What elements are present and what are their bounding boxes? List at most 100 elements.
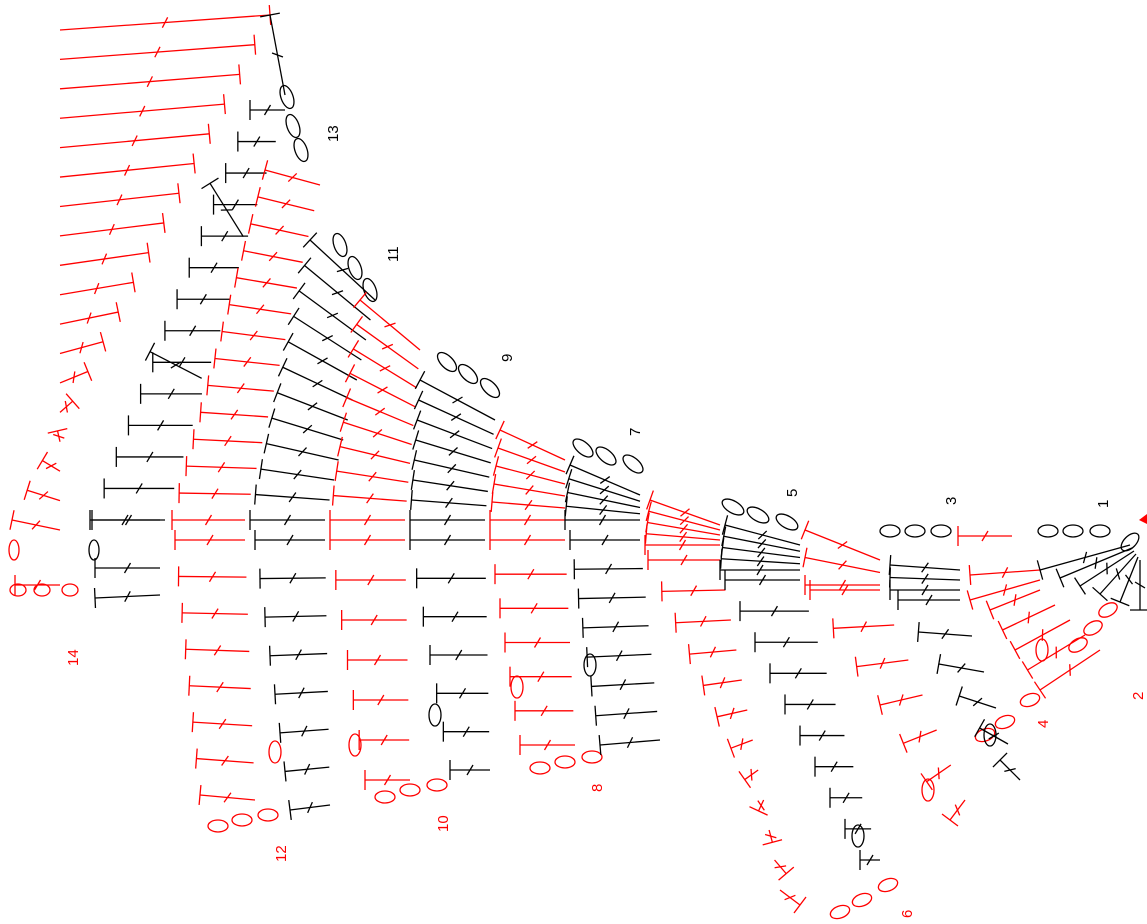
dc-stitch-78: [277, 357, 353, 401]
dc-stitch-28: [237, 131, 276, 152]
dc-stitch-65: [188, 675, 251, 696]
dc-stitch-85: [254, 530, 325, 550]
dc-stitch-104: [331, 485, 407, 506]
dc-stitch-61: [174, 530, 245, 550]
dc-stitch-117: [414, 370, 496, 421]
chain-stitch-94: [347, 255, 363, 281]
row-label-9: 9: [499, 354, 516, 362]
dc-stitch-38: [115, 446, 184, 467]
chain-stitch-166: [583, 653, 597, 677]
chain-stitch-222: [1019, 692, 1041, 708]
dc-stitch-3: [59, 94, 226, 119]
dc-stitch-84: [249, 510, 325, 530]
dc-stitch-179: [701, 675, 742, 696]
dc-stitch-241: [1021, 634, 1086, 679]
dc-stitch-229: [955, 686, 997, 709]
dc-stitch-13: [59, 393, 80, 413]
dc-stitch-248: [1036, 544, 1131, 580]
dc-stitch-130: [442, 721, 490, 742]
dc-stitch-80: [268, 408, 344, 441]
dc-stitch-25: [144, 342, 202, 379]
dc-stitch-81: [263, 433, 339, 461]
dc-stitch-10: [59, 302, 121, 325]
chain-stitch-207: [746, 506, 770, 524]
dc-stitch-102: [337, 436, 411, 464]
dc-stitch-253: [1130, 560, 1147, 611]
dc-stitch-209: [800, 520, 881, 561]
dc-stitch-197: [754, 632, 818, 653]
chain-stitch-150: [529, 761, 551, 775]
dc-stitch-109: [346, 650, 408, 670]
dc-stitch-186: [779, 889, 807, 914]
row-label-7: 7: [627, 428, 644, 436]
chain-stitch-43: [88, 539, 100, 561]
row-label-10: 10: [435, 815, 452, 832]
dc-stitch-35: [152, 352, 212, 373]
dc-stitch-47: [261, 160, 321, 186]
dc-stitch-250: [1074, 550, 1135, 595]
dc-stitch-63: [181, 602, 248, 623]
dc-stitch-177: [674, 612, 731, 633]
chain-stitch-219: [921, 778, 935, 802]
chain-stitch-235: [930, 524, 952, 538]
dc-stitch-120: [412, 430, 491, 464]
dc-stitch-247: [957, 526, 1012, 546]
dc-stitch-14: [47, 428, 68, 442]
chain-stitch-255: [1062, 524, 1084, 538]
dc-stitch-138: [492, 456, 566, 485]
dc-stitch-242: [1033, 649, 1101, 699]
dc-stitch-33: [176, 289, 230, 310]
dc-stitch-198: [769, 663, 827, 684]
dc-stitch-217: [920, 764, 952, 791]
dc-stitch-211: [804, 575, 880, 595]
row-label-2: 2: [1130, 692, 1147, 700]
dc-stitch-40: [91, 510, 165, 530]
chain-stitch-205: [851, 824, 865, 848]
chain-stitch-244: [1068, 637, 1088, 653]
chain-stitch-257: [1120, 532, 1140, 552]
chain-stitch-20: [9, 583, 27, 597]
start-arrow-icon: [1139, 514, 1147, 524]
dc-stitch-90: [278, 722, 329, 743]
chain-stitch-221: [994, 714, 1016, 730]
row-label-1: 1: [1095, 500, 1112, 508]
dc-stitch-110: [352, 690, 409, 710]
dc-stitch-77: [282, 332, 358, 381]
dc-stitch-215: [877, 694, 923, 715]
dc-stitch-91: [283, 761, 330, 782]
chain-stitch-246: [1098, 602, 1118, 618]
dc-stitch-76: [287, 307, 362, 361]
dc-stitch-56: [199, 402, 269, 423]
dc-stitch-185: [774, 859, 795, 881]
dc-stitch-68: [198, 784, 256, 806]
dc-stitch-31: [200, 226, 249, 247]
dc-stitch-249: [1055, 547, 1133, 588]
dc-stitch-60: [171, 510, 245, 530]
dc-stitch-74: [297, 257, 371, 321]
dc-stitch-107: [335, 570, 406, 590]
dc-stitch-0: [59, 4, 272, 31]
dc-stitch-174: [644, 535, 720, 555]
dc-stitch-223: [888, 554, 961, 576]
dc-stitch-170: [646, 490, 721, 526]
chain-stitch-70: [207, 819, 229, 833]
dc-stitch-190: [721, 515, 801, 546]
chain-stitch-69: [268, 740, 282, 764]
dc-stitch-55: [206, 375, 274, 396]
dc-stitch-53: [220, 321, 286, 342]
chain-stitch-234: [904, 524, 926, 538]
dc-stitch-178: [687, 644, 737, 665]
dc-stitch-51: [234, 267, 298, 289]
dc-stitch-153: [565, 455, 641, 496]
dc-stitch-127: [422, 606, 487, 627]
row-label-3: 3: [943, 497, 960, 505]
dc-stitch-7: [59, 212, 166, 237]
dc-stitch-239: [997, 604, 1056, 640]
dc-stitch-154: [565, 469, 641, 502]
dc-stitch-236: [968, 564, 1041, 586]
dc-stitch-203: [844, 818, 872, 839]
row-label-14: 14: [65, 649, 82, 666]
dc-stitch-171: [645, 501, 721, 531]
dc-stitch-218: [941, 799, 966, 827]
